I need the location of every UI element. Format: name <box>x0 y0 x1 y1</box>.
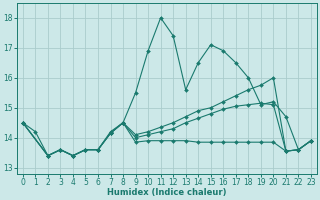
X-axis label: Humidex (Indice chaleur): Humidex (Indice chaleur) <box>107 188 227 197</box>
